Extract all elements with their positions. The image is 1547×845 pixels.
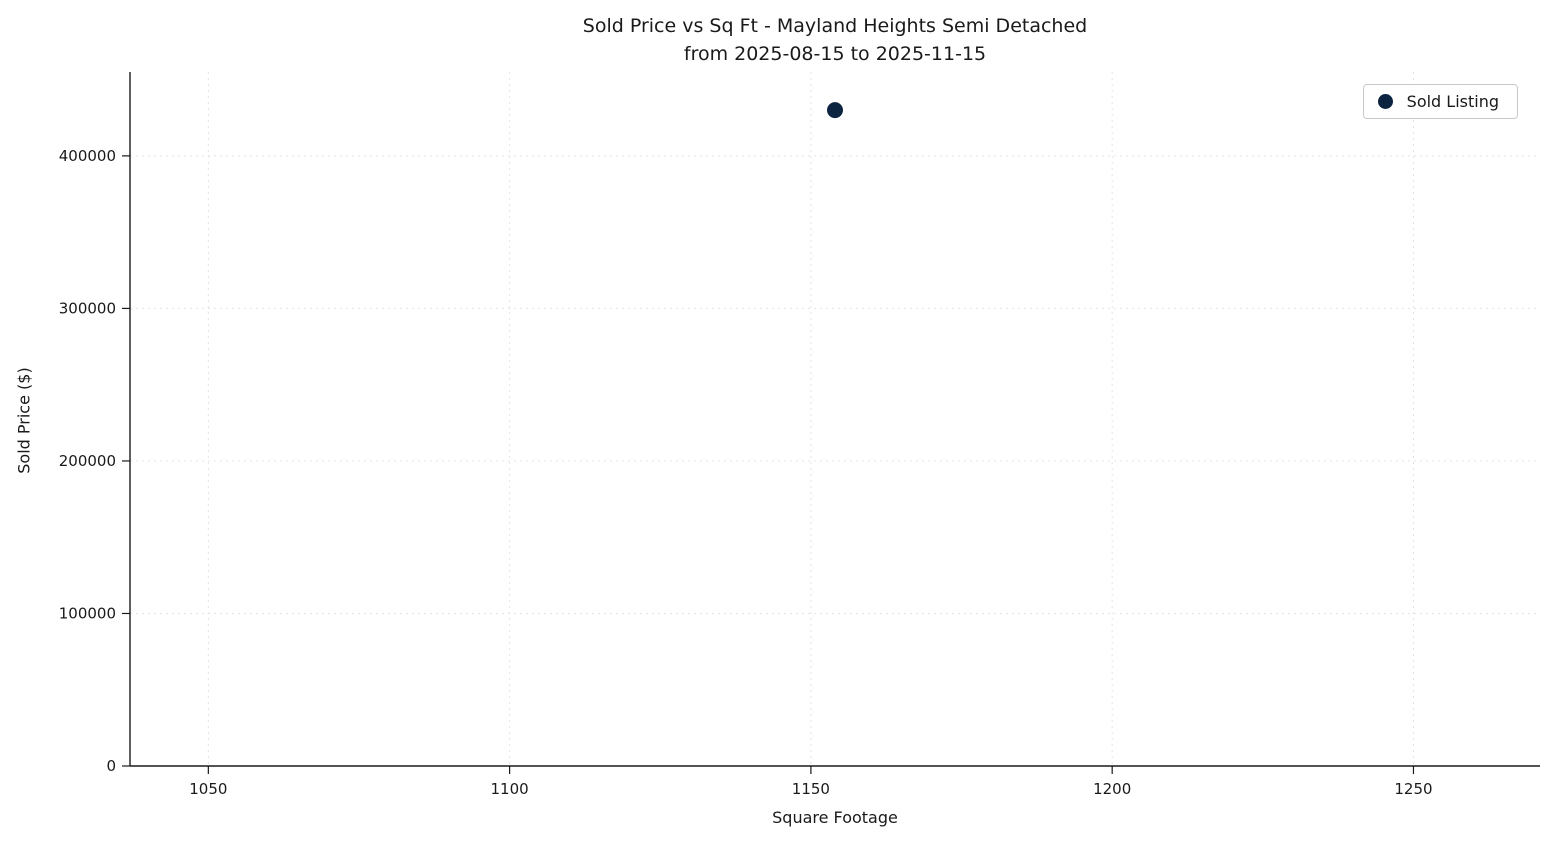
x-tick-label: 1200 — [1093, 780, 1131, 798]
y-tick-label: 200000 — [59, 452, 116, 470]
y-tick-label: 0 — [106, 757, 116, 775]
x-tick-label: 1100 — [491, 780, 529, 798]
legend-marker-icon — [1377, 94, 1393, 109]
y-axis-label: Sold Price ($) — [14, 367, 34, 474]
y-tick-label: 400000 — [59, 147, 116, 165]
x-tick-label: 1050 — [189, 780, 227, 798]
x-tick-label: 1150 — [792, 780, 830, 798]
data-point — [827, 102, 843, 119]
chart-title-line2: from 2025-08-15 to 2025-11-15 — [683, 43, 987, 65]
legend: Sold Listing — [1362, 84, 1518, 119]
chart-title-line1: Sold Price vs Sq Ft - Mayland Heights Se… — [582, 15, 1088, 37]
x-axis-label: Square Footage — [772, 808, 898, 827]
y-tick-label: 300000 — [59, 299, 116, 317]
chart-title: Sold Price vs Sq Ft - Mayland Heights Se… — [130, 12, 1540, 68]
x-tick-label: 1250 — [1394, 780, 1432, 798]
y-tick-label: 100000 — [59, 604, 116, 622]
legend-label: Sold Listing — [1406, 92, 1499, 111]
